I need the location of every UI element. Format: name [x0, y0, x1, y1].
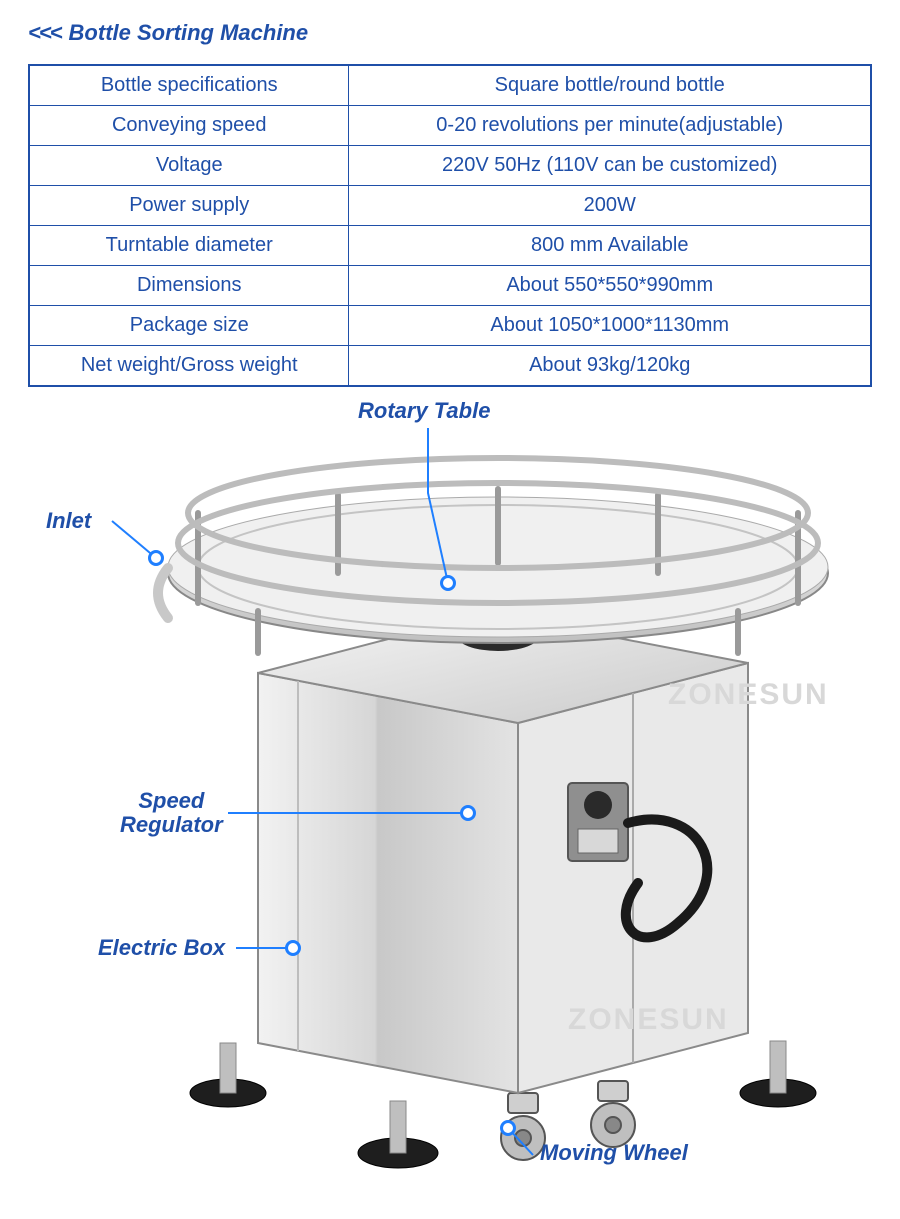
- spec-label: Dimensions: [29, 266, 349, 306]
- spec-value: 200W: [349, 186, 871, 226]
- table-row: Package size About 1050*1000*1130mm: [29, 306, 871, 346]
- callout-dot-inlet: [148, 550, 164, 566]
- spec-label: Conveying speed: [29, 106, 349, 146]
- spec-value: About 93kg/120kg: [349, 346, 871, 387]
- spec-table-body: Bottle specifications Square bottle/roun…: [29, 65, 871, 386]
- table-row: Voltage 220V 50Hz (110V can be customize…: [29, 146, 871, 186]
- callout-label-rotary-table: Rotary Table: [358, 399, 490, 423]
- spec-value: Square bottle/round bottle: [349, 65, 871, 106]
- spec-label: Voltage: [29, 146, 349, 186]
- spec-label: Power supply: [29, 186, 349, 226]
- title-arrows: <<<: [28, 20, 61, 46]
- spec-label: Package size: [29, 306, 349, 346]
- callout-dot-rotary-table: [440, 575, 456, 591]
- table-row: Turntable diameter 800 mm Available: [29, 226, 871, 266]
- spec-label: Bottle specifications: [29, 65, 349, 106]
- spec-value: About 550*550*990mm: [349, 266, 871, 306]
- spec-value: About 1050*1000*1130mm: [349, 306, 871, 346]
- spec-value: 220V 50Hz (110V can be customized): [349, 146, 871, 186]
- callout-dot-speed-regulator: [460, 805, 476, 821]
- callout-label-electric-box: Electric Box: [98, 936, 225, 960]
- page-title-row: <<< Bottle Sorting Machine: [28, 20, 872, 46]
- page-title: Bottle Sorting Machine: [69, 20, 309, 46]
- callout-label-speed-regulator: Speed Regulator: [120, 789, 223, 837]
- spec-value: 0-20 revolutions per minute(adjustable): [349, 106, 871, 146]
- spec-table: Bottle specifications Square bottle/roun…: [28, 64, 872, 387]
- callout-dot-electric-box: [285, 940, 301, 956]
- machine-diagram: ZONESUN ZONESUN Rotary Table Inlet Speed…: [28, 393, 872, 1183]
- callout-label-inlet: Inlet: [46, 509, 91, 533]
- spec-label: Net weight/Gross weight: [29, 346, 349, 387]
- callout-dot-moving-wheel: [500, 1120, 516, 1136]
- table-row: Dimensions About 550*550*990mm: [29, 266, 871, 306]
- table-row: Conveying speed 0-20 revolutions per min…: [29, 106, 871, 146]
- spec-value: 800 mm Available: [349, 226, 871, 266]
- table-row: Net weight/Gross weight About 93kg/120kg: [29, 346, 871, 387]
- spec-label: Turntable diameter: [29, 226, 349, 266]
- table-row: Bottle specifications Square bottle/roun…: [29, 65, 871, 106]
- callout-label-moving-wheel: Moving Wheel: [540, 1141, 688, 1165]
- table-row: Power supply 200W: [29, 186, 871, 226]
